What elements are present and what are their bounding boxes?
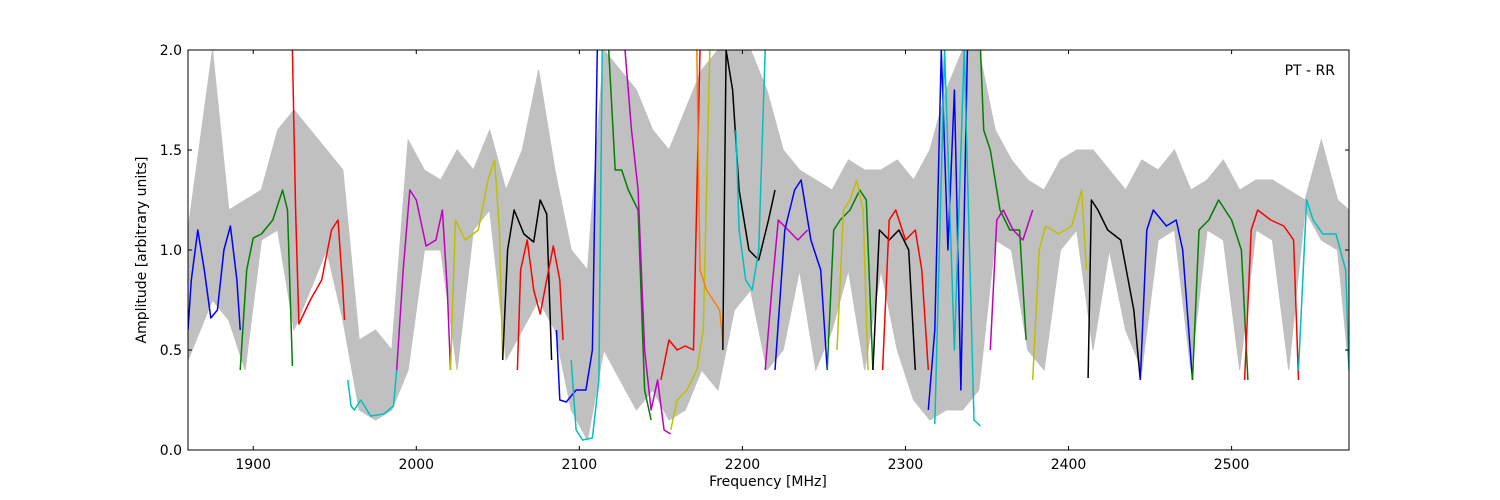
- series-line-26: [989, 209, 1034, 351]
- series-line-14: [696, 50, 724, 341]
- series-line-4: [395, 189, 452, 371]
- y-tick-label: 1.0: [160, 243, 182, 259]
- series-line-15: [722, 50, 776, 351]
- series-line-1: [239, 189, 294, 371]
- series-line-30: [1191, 199, 1249, 381]
- x-tick-label: 2000: [398, 457, 434, 473]
- series-layer: [188, 50, 1349, 441]
- x-tick-label: 1900: [235, 457, 271, 473]
- x-tick-label: 2200: [725, 457, 761, 473]
- series-line-27: [1031, 189, 1088, 381]
- series-line-31: [1243, 209, 1300, 381]
- series-line-11: [624, 50, 672, 435]
- series-line-6: [501, 199, 553, 361]
- series-line-23: [927, 50, 969, 411]
- series-line-3: [347, 369, 398, 417]
- series-line-19: [826, 189, 874, 371]
- x-tick-label: 2300: [888, 457, 924, 473]
- series-line-29: [1139, 209, 1194, 381]
- x-tick-label: 2500: [1214, 457, 1250, 473]
- series-line-21: [872, 229, 917, 371]
- series-line-0: [188, 225, 241, 331]
- series-line-20: [836, 179, 869, 371]
- y-tick-label: 2.0: [160, 43, 182, 59]
- series-line-2: [291, 50, 346, 325]
- series-line-9: [570, 50, 603, 441]
- series-line-24: [934, 50, 982, 427]
- x-tick-label: 2100: [562, 457, 598, 473]
- y-ticks: 0.0 0.5 1.0 1.5 2.0: [160, 43, 1349, 459]
- series-line-10: [607, 50, 652, 421]
- series-line-32: [1297, 199, 1349, 371]
- series-line-18: [774, 179, 828, 371]
- series-line-28: [1087, 199, 1142, 381]
- envelope-layer: [188, 50, 1349, 442]
- series-line-17: [764, 219, 809, 371]
- series-line-12: [660, 50, 701, 381]
- x-tick-label: 2400: [1051, 457, 1087, 473]
- y-tick-label: 1.5: [160, 143, 182, 159]
- series-line-25: [979, 50, 1027, 341]
- series-line-16: [735, 50, 766, 291]
- y-tick-label: 0.0: [160, 443, 182, 459]
- series-line-5: [449, 159, 504, 371]
- y-tick-label: 0.5: [160, 343, 182, 359]
- series-line-7: [516, 239, 564, 371]
- chart-annotation: PT - RR: [1285, 63, 1336, 79]
- y-axis-label: Amplitude [arbitrary units]: [134, 157, 150, 344]
- x-axis-label: Frequency [MHz]: [709, 474, 827, 490]
- series-line-8: [555, 50, 599, 403]
- series-line-22: [881, 209, 930, 371]
- envelope-band: [188, 50, 1349, 442]
- x-ticks: 1900 2000 2100 2200 2300 2400 2500: [235, 50, 1249, 473]
